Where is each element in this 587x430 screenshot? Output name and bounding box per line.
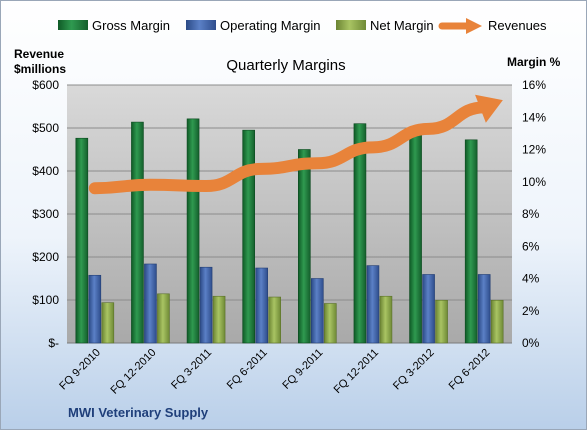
bar-operating-margin (144, 263, 157, 344)
bar-gross-margin (242, 129, 255, 344)
left-tick-label: $100 (32, 293, 59, 307)
bar-net-margin (212, 295, 226, 344)
bars-group (75, 118, 504, 344)
right-axis-ticks: 0% 2% 4% 6% 8% 10% 12% 14% 16% (522, 78, 546, 350)
bar-net-margin (324, 303, 337, 344)
bar-net-margin (379, 295, 393, 344)
right-tick-label: 8% (522, 207, 540, 221)
bar-gross-margin (298, 149, 311, 344)
revenue-line-group (88, 94, 503, 195)
bar-operating-margin (311, 278, 324, 344)
bar-net-margin (101, 302, 115, 344)
left-axis-ticks: $- $100 $200 $300 $400 $500 $600 (32, 78, 59, 350)
left-tick-label: $- (48, 336, 59, 350)
bar-net-margin (435, 299, 448, 344)
revenue-arrowhead (475, 94, 503, 123)
right-tick-label: 12% (522, 143, 546, 157)
bar-operating-margin (199, 266, 213, 344)
left-tick-label: $200 (32, 250, 59, 264)
right-tick-label: 0% (522, 336, 540, 350)
bar-net-margin (157, 293, 170, 344)
bar-operating-margin (477, 274, 491, 344)
right-axis-label: Margin % (507, 55, 561, 69)
left-tick-label: $400 (32, 164, 59, 178)
bar-gross-margin (131, 121, 144, 344)
left-tick-label: $500 (32, 121, 59, 135)
legend-label-operating-margin: Operating Margin (220, 18, 320, 33)
legend-label-revenues: Revenues (488, 18, 547, 33)
left-axis-label-line1: Revenue (14, 47, 64, 61)
legend-swatch-net-margin (336, 20, 366, 30)
bar-operating-margin (255, 267, 268, 344)
right-tick-label: 2% (522, 304, 540, 318)
right-tick-label: 16% (522, 78, 546, 92)
bar-gross-margin (353, 123, 367, 344)
bar-net-margin (490, 299, 504, 344)
legend-label-gross-margin: Gross Margin (92, 18, 170, 33)
left-tick-label: $600 (32, 78, 59, 92)
chart-title: Quarterly Margins (226, 57, 345, 74)
left-axis-label-line2: $millions (14, 62, 66, 76)
bar-gross-margin (464, 139, 478, 344)
bar-operating-margin (88, 274, 102, 344)
legend-label-net-margin: Net Margin (370, 18, 434, 33)
footer-company-name: MWI Veterinary Supply (68, 405, 209, 420)
legend-swatch-gross-margin (58, 20, 88, 30)
revenue-line (88, 101, 491, 195)
bar-gross-margin (75, 137, 89, 344)
bar-operating-margin (366, 265, 380, 344)
bar-operating-margin (422, 274, 435, 344)
right-tick-label: 10% (522, 175, 546, 189)
bar-gross-margin (186, 118, 200, 344)
legend-swatch-operating-margin (186, 20, 216, 30)
right-tick-label: 6% (522, 239, 540, 253)
legend: Gross Margin Operating Margin Net Margin… (58, 18, 547, 34)
bar-gross-margin (409, 131, 422, 344)
right-tick-label: 4% (522, 272, 540, 286)
left-tick-label: $300 (32, 207, 59, 221)
right-tick-label: 14% (522, 110, 546, 124)
bar-net-margin (268, 296, 281, 344)
legend-arrowhead-revenues (466, 18, 482, 34)
